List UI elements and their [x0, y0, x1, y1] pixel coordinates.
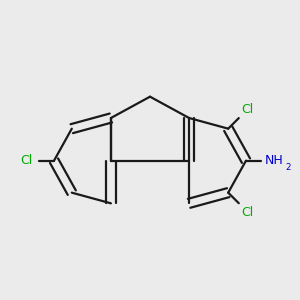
Text: 2: 2	[285, 163, 291, 172]
Text: NH: NH	[265, 154, 284, 167]
Text: Cl: Cl	[20, 154, 33, 167]
Text: Cl: Cl	[242, 103, 254, 116]
Text: Cl: Cl	[242, 206, 254, 218]
